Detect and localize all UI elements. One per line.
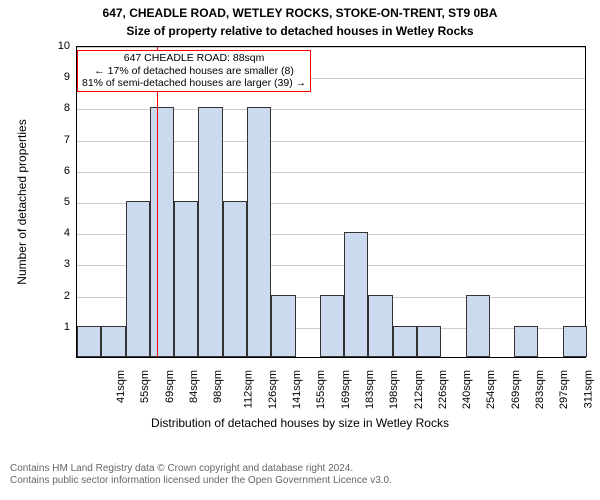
histogram-bar [223,201,247,357]
footer-line-1: Contains HM Land Registry data © Crown c… [10,463,392,475]
histogram-bar [174,201,198,357]
annotation-line: ← 17% of detached houses are smaller (8) [82,65,306,78]
annotation-line: 81% of semi-detached houses are larger (… [82,77,306,90]
y-tick-label: 10 [46,40,70,52]
histogram-bar [344,232,368,357]
y-tick-label: 9 [46,71,70,83]
x-tick-label: 226sqm [437,370,449,409]
histogram-bar [126,201,150,357]
x-tick-label: 297sqm [558,370,570,409]
x-tick-label: 112sqm [242,370,254,408]
y-axis-label: Number of detached properties [15,119,29,284]
x-tick-label: 212sqm [413,370,425,409]
y-tick-label: 4 [46,227,70,239]
x-tick-label: 84sqm [188,370,200,403]
y-tick-label: 3 [46,258,70,270]
histogram-bar [320,295,344,357]
x-tick-label: 55sqm [139,370,151,403]
chart-main-title: 647, CHEADLE ROAD, WETLEY ROCKS, STOKE-O… [0,6,600,20]
x-tick-label: 169sqm [340,370,352,409]
x-tick-label: 198sqm [388,370,400,409]
x-tick-label: 183sqm [364,370,376,409]
y-tick-label: 5 [46,196,70,208]
histogram-bar [271,295,295,357]
x-tick-label: 126sqm [267,370,279,409]
annotation-box: 647 CHEADLE ROAD: 88sqm← 17% of detached… [77,50,311,92]
histogram-bar [563,326,587,357]
annotation-line: 647 CHEADLE ROAD: 88sqm [82,52,306,65]
y-tick-label: 6 [46,165,70,177]
x-tick-label: 155sqm [316,370,328,409]
histogram-bar [77,326,101,357]
x-tick-label: 269sqm [510,370,522,409]
x-tick-label: 240sqm [461,370,473,409]
y-tick-label: 2 [46,290,70,302]
y-tick-label: 7 [46,134,70,146]
histogram-bar [247,107,271,357]
footer-attribution: Contains HM Land Registry data © Crown c… [10,463,392,487]
x-axis-label: Distribution of detached houses by size … [0,416,600,430]
histogram-bar [150,107,174,357]
chart-sub-title: Size of property relative to detached ho… [0,24,600,38]
x-tick-label: 311sqm [582,370,594,408]
histogram-bar [368,295,392,357]
x-tick-label: 41sqm [115,370,127,403]
histogram-bar [417,326,441,357]
x-tick-label: 283sqm [534,370,546,409]
grid-line [77,47,585,48]
histogram-bar [393,326,417,357]
plot-area [76,46,586,358]
reference-line [157,47,158,357]
histogram-bar [466,295,490,357]
histogram-bar [514,326,538,357]
x-tick-label: 141sqm [291,370,303,409]
x-tick-label: 254sqm [486,370,498,409]
y-tick-label: 1 [46,321,70,333]
histogram-bar [198,107,222,357]
histogram-bar [101,326,125,357]
footer-line-2: Contains public sector information licen… [10,475,392,487]
x-tick-label: 69sqm [164,370,176,403]
y-tick-label: 8 [46,102,70,114]
x-tick-label: 98sqm [212,370,224,403]
